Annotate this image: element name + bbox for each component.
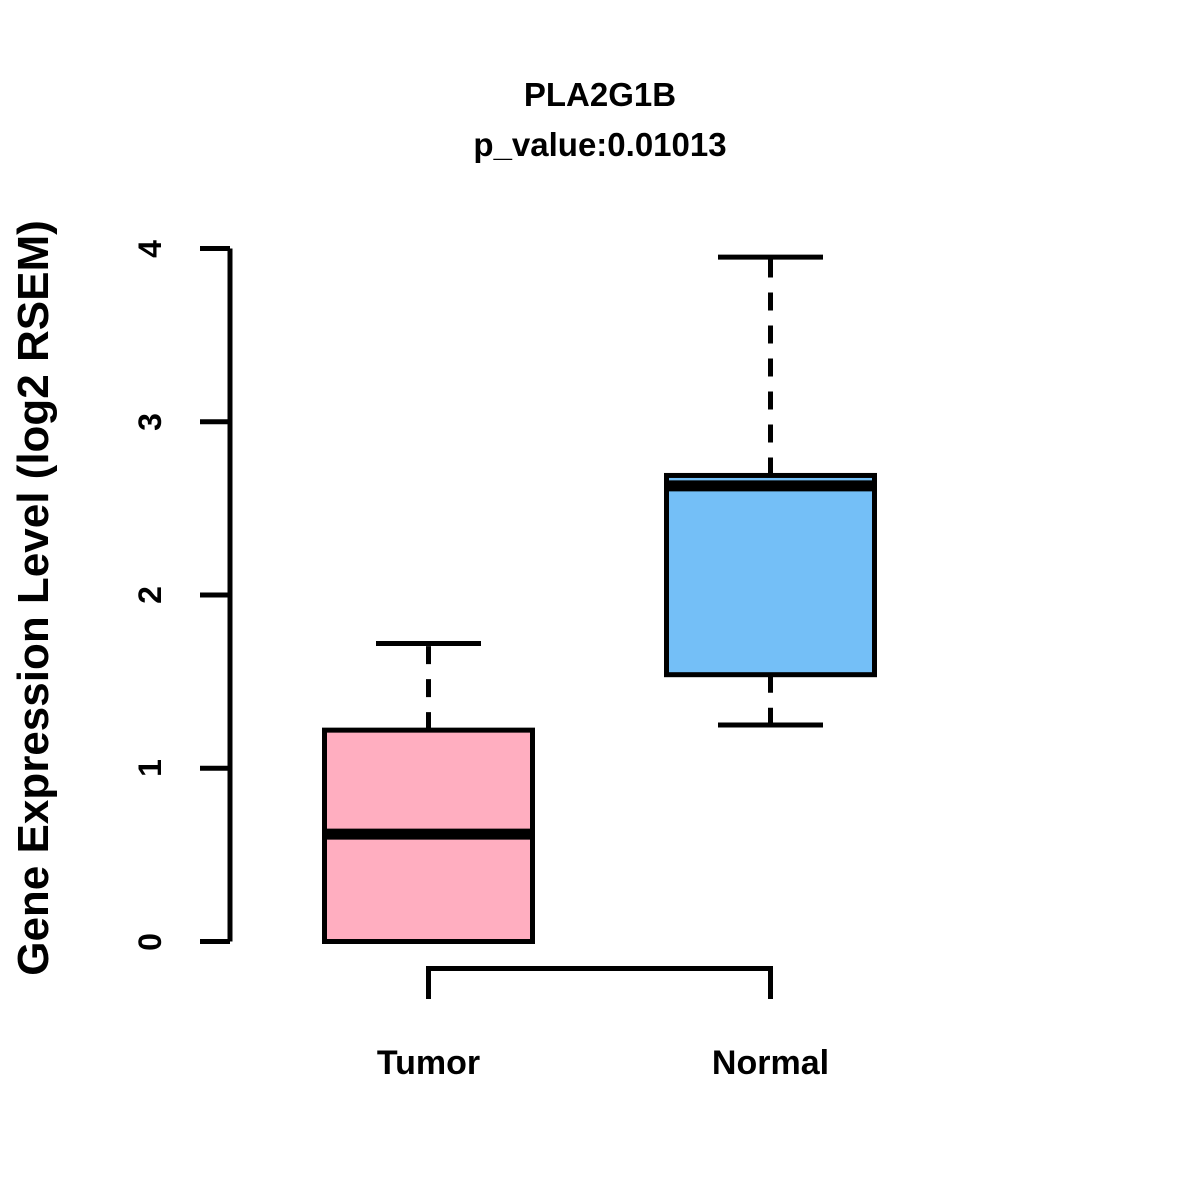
y-tick-label: 0 bbox=[132, 932, 168, 951]
y-tick-label: 1 bbox=[132, 759, 168, 778]
x-label-tumor: Tumor bbox=[376, 1044, 481, 1082]
chart-title: PLA2G1B bbox=[523, 76, 677, 113]
y-tick-label: 2 bbox=[132, 586, 168, 604]
y-axis-label: Gene Expression Level (log2 RSEM) bbox=[9, 220, 58, 976]
box-normal bbox=[664, 472, 877, 678]
x-label-normal: Normal bbox=[711, 1044, 830, 1082]
group-bracket bbox=[426, 966, 773, 999]
y-tick-label: 4 bbox=[132, 239, 168, 258]
chart-subtitle-pvalue: p_value:0.01013 bbox=[473, 126, 727, 163]
y-tick-label: 3 bbox=[132, 412, 168, 431]
